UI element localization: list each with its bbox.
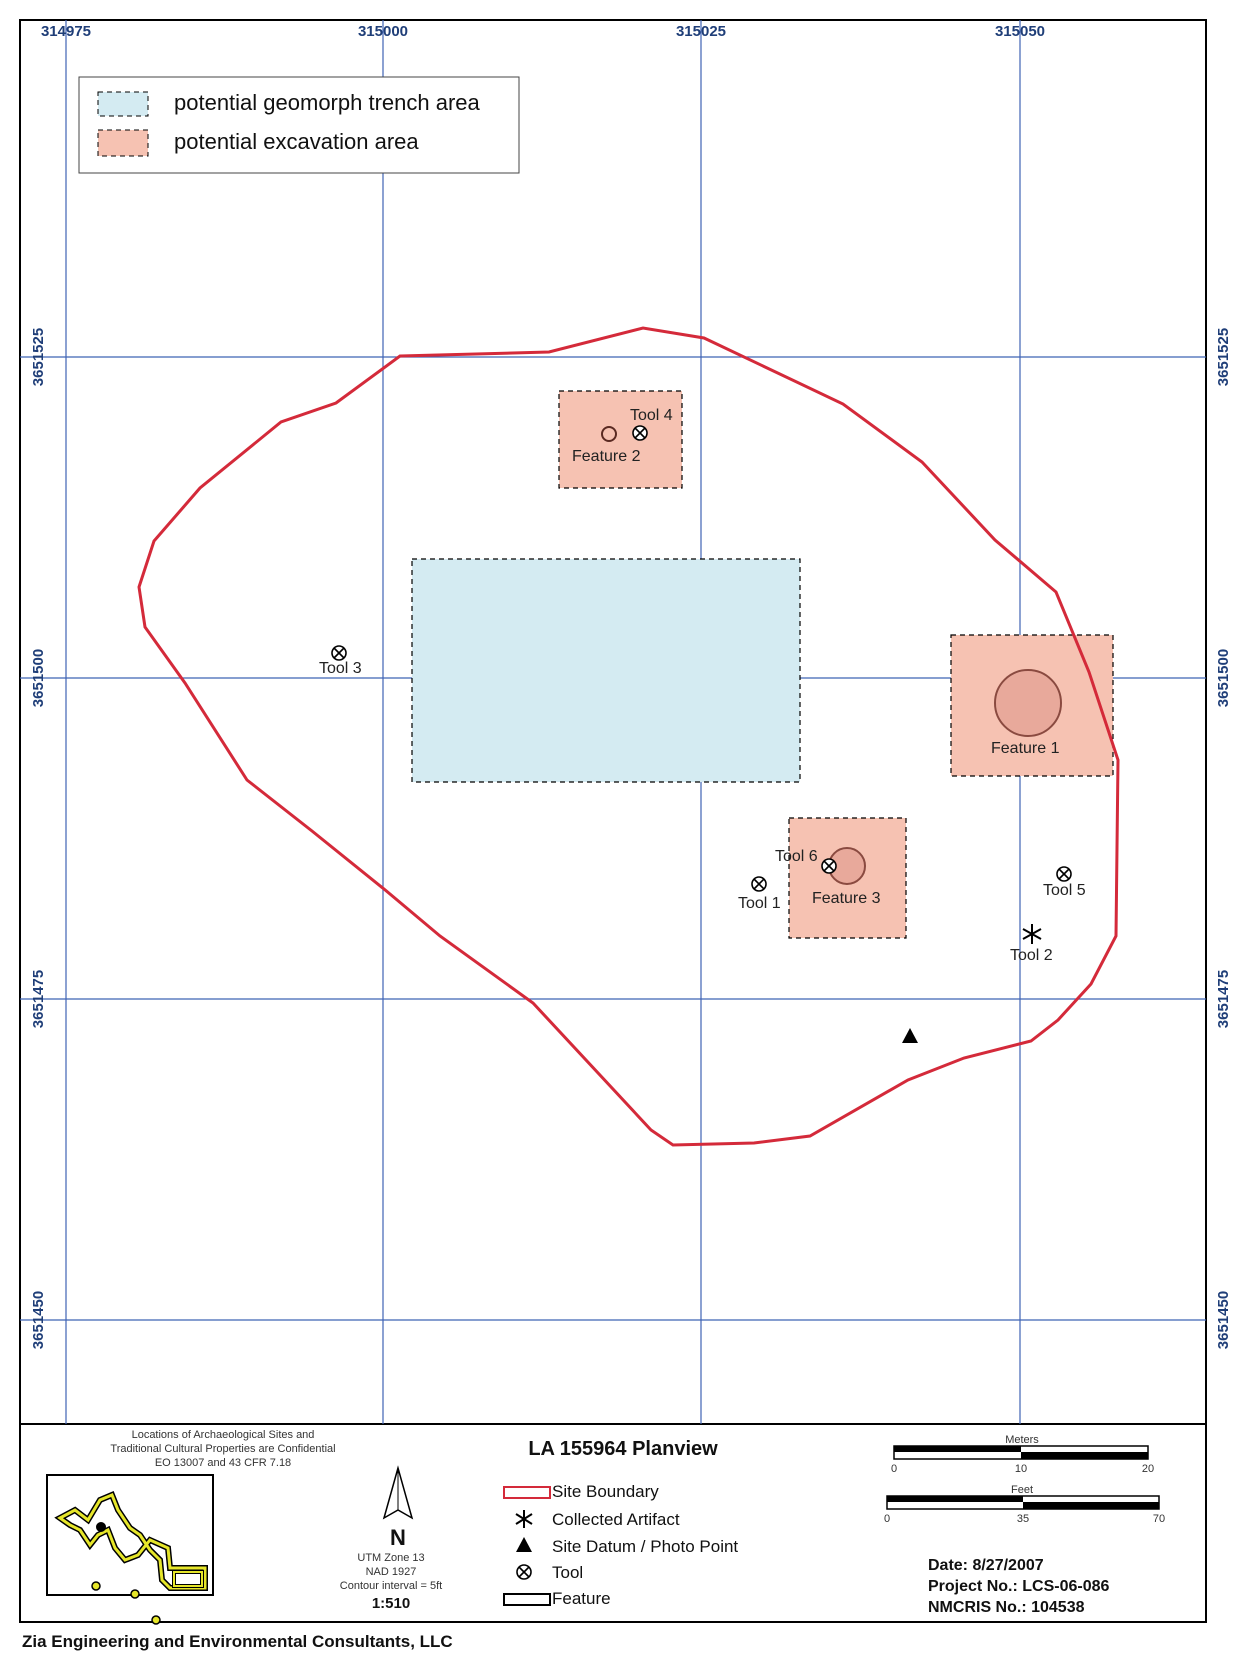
- key-feature-swatch: [503, 1593, 551, 1606]
- excavation-legend-label: potential excavation area: [174, 129, 419, 154]
- nmcris-number: NMCRIS No.: 104538: [928, 1599, 1085, 1616]
- company-name: Zia Engineering and Environmental Consul…: [22, 1632, 453, 1651]
- geomorph-swatch: [97, 91, 149, 117]
- project-number: Project No.: LCS-06-086: [928, 1578, 1109, 1595]
- area-legend: potential geomorph trench area potential…: [78, 76, 520, 174]
- y-tick-label-right: 3651450: [1215, 1291, 1232, 1349]
- key-site-boundary-label: Site Boundary: [552, 1482, 659, 1501]
- tool-2-label: Tool 2: [1010, 947, 1053, 964]
- tool-6-label: Tool 6: [775, 848, 818, 865]
- locator-inset-map: [46, 1474, 214, 1625]
- feet-tick: 70: [1153, 1513, 1165, 1525]
- site-boundary: [137, 326, 1120, 1147]
- geomorph-trench-area: [411, 558, 801, 783]
- excavation-area-feature-2: [558, 390, 683, 489]
- y-tick-label-left: 3651525: [30, 328, 47, 386]
- feature-1-fill: [996, 671, 1060, 735]
- map-scale-ratio: 1:510: [372, 1595, 410, 1612]
- confidential-notice-line-3: EO 13007 and 43 CFR 7.18: [155, 1457, 291, 1469]
- feature-3-label: Feature 3: [812, 890, 881, 907]
- utm-zone-text: UTM Zone 13: [357, 1552, 424, 1564]
- confidential-notice-line-1: Locations of Archaeological Sites and: [132, 1429, 315, 1441]
- feature-1-label: Feature 1: [991, 740, 1060, 757]
- site-datum-triangle-icon: [902, 1028, 918, 1043]
- feet-scale-label: Feet: [1011, 1484, 1033, 1496]
- datum-text: NAD 1927: [366, 1566, 417, 1578]
- tool-3-label: Tool 3: [319, 660, 362, 677]
- feature-2-label: Feature 2: [572, 448, 641, 465]
- excavation-swatch: [97, 129, 149, 157]
- x-tick-label: 315000: [358, 23, 408, 40]
- feet-scale-bar: [886, 1495, 1160, 1510]
- tool-6-icon: [821, 858, 837, 874]
- map-frame: [19, 19, 1207, 1623]
- feature-1-outline: [994, 669, 1062, 737]
- tool-5-label: Tool 5: [1043, 882, 1086, 899]
- meters-scale-bar: [893, 1445, 1149, 1460]
- y-tick-label-left: 3651500: [30, 649, 47, 707]
- key-asterisk-icon: [515, 1510, 533, 1528]
- map-date: Date: 8/27/2007: [928, 1557, 1044, 1574]
- meters-tick: 0: [891, 1463, 897, 1475]
- key-feature-label: Feature: [552, 1589, 611, 1608]
- key-site-datum-label: Site Datum / Photo Point: [552, 1537, 738, 1556]
- y-tick-label-left: 3651450: [30, 1291, 47, 1349]
- geomorph-legend-label: potential geomorph trench area: [174, 90, 481, 115]
- y-tick-label-right: 3651500: [1215, 649, 1232, 707]
- x-tick-label: 315050: [995, 23, 1045, 40]
- key-tool-label: Tool: [552, 1563, 583, 1582]
- confidential-notice-line-2: Traditional Cultural Properties are Conf…: [110, 1443, 335, 1455]
- tool-4-icon: [632, 425, 648, 441]
- north-arrow-icon: [382, 1465, 414, 1520]
- north-label: N: [390, 1525, 406, 1550]
- key-tool-icon: [516, 1564, 532, 1580]
- feet-tick: 0: [884, 1513, 890, 1525]
- y-tick-label-left: 3651475: [30, 970, 47, 1028]
- tool-3-icon: [331, 645, 347, 661]
- x-tick-label: 314975: [41, 23, 91, 40]
- tool-1-icon: [751, 876, 767, 892]
- feet-tick: 35: [1017, 1513, 1029, 1525]
- map-title: LA 155964 Planview: [528, 1438, 718, 1460]
- meters-tick: 10: [1015, 1463, 1027, 1475]
- tool-5-icon: [1056, 866, 1072, 882]
- key-site-boundary-swatch: [503, 1486, 551, 1499]
- tool-4-label: Tool 4: [630, 407, 673, 424]
- area-legend-box: [78, 76, 520, 174]
- x-tick-label: 315025: [676, 23, 726, 40]
- y-tick-label-right: 3651475: [1215, 970, 1232, 1028]
- feature-2-marker: [601, 426, 617, 442]
- meters-tick: 20: [1142, 1463, 1154, 1475]
- tool-1-label: Tool 1: [738, 895, 781, 912]
- key-collected-artifact-label: Collected Artifact: [552, 1510, 680, 1529]
- meters-scale-label: Meters: [1005, 1434, 1039, 1446]
- collected-artifact-asterisk-icon: [1022, 924, 1042, 944]
- contour-interval-text: Contour interval = 5ft: [340, 1580, 442, 1592]
- key-triangle-icon: [516, 1537, 532, 1552]
- y-tick-label-right: 3651525: [1215, 328, 1232, 386]
